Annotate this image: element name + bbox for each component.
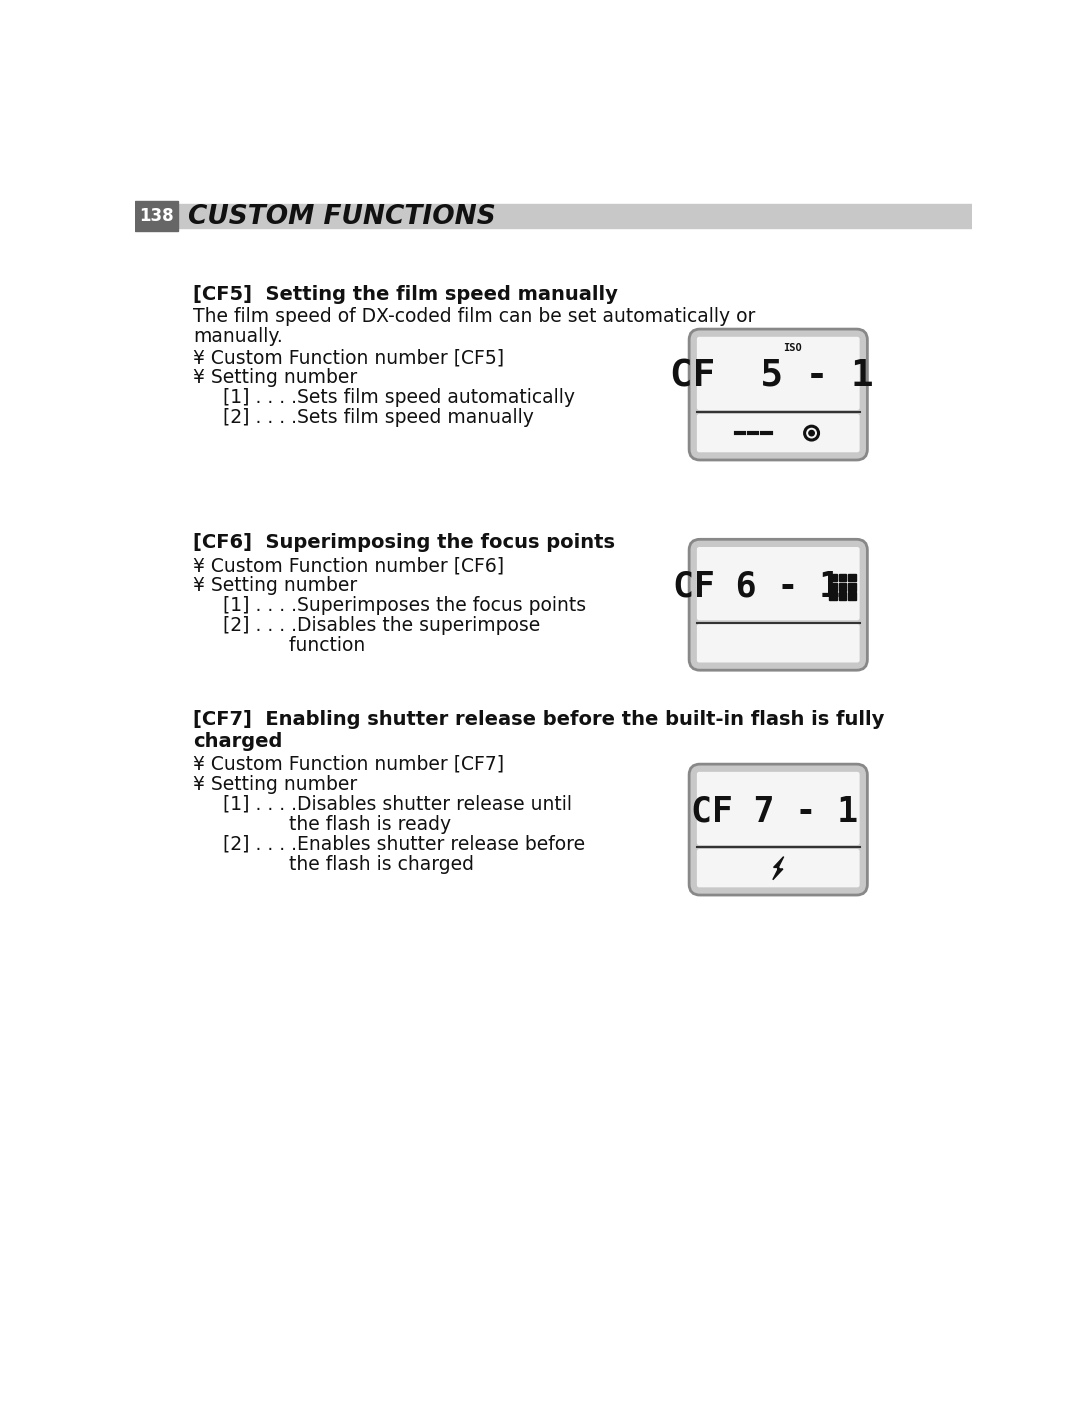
Text: 138: 138: [139, 207, 174, 225]
Text: [1] . . . .Sets film speed automatically: [1] . . . .Sets film speed automatically: [193, 388, 576, 407]
Bar: [829, 592, 837, 599]
Text: charged: charged: [193, 732, 283, 751]
Bar: [829, 574, 837, 581]
Text: ¥ Custom Function number [CF5]: ¥ Custom Function number [CF5]: [193, 348, 504, 367]
FancyBboxPatch shape: [697, 337, 860, 410]
Text: [CF6]  Superimposing the focus points: [CF6] Superimposing the focus points: [193, 534, 616, 552]
FancyBboxPatch shape: [689, 763, 867, 895]
Text: CF 6 - 1: CF 6 - 1: [673, 569, 840, 604]
Text: [CF7]  Enabling shutter release before the built-in flash is fully: [CF7] Enabling shutter release before th…: [193, 711, 885, 729]
Text: manually.: manually.: [193, 327, 283, 345]
Text: [1] . . . .Superimposes the focus points: [1] . . . .Superimposes the focus points: [193, 596, 586, 615]
Text: ¥ Custom Function number [CF7]: ¥ Custom Function number [CF7]: [193, 755, 504, 773]
FancyBboxPatch shape: [689, 330, 867, 459]
Text: [2] . . . .Disables the superimpose: [2] . . . .Disables the superimpose: [193, 616, 540, 635]
Text: ¥ Custom Function number [CF6]: ¥ Custom Function number [CF6]: [193, 557, 504, 575]
Text: [1] . . . .Disables shutter release until: [1] . . . .Disables shutter release unti…: [193, 795, 572, 813]
Circle shape: [809, 431, 814, 435]
Text: The film speed of DX-coded film can be set automatically or: The film speed of DX-coded film can be s…: [193, 307, 756, 325]
Polygon shape: [773, 856, 784, 879]
Bar: [848, 574, 855, 581]
Text: CUSTOM FUNCTIONS: CUSTOM FUNCTIONS: [189, 204, 496, 230]
Bar: [135, 201, 178, 231]
Text: CF  5 - 1: CF 5 - 1: [671, 358, 874, 394]
FancyBboxPatch shape: [689, 539, 867, 671]
Text: ISO: ISO: [783, 342, 801, 352]
FancyBboxPatch shape: [697, 624, 860, 662]
Bar: [839, 592, 847, 599]
Text: the flash is ready: the flash is ready: [193, 815, 451, 833]
Text: CF 7 - 1: CF 7 - 1: [691, 795, 858, 829]
Text: ¥ Setting number: ¥ Setting number: [193, 368, 357, 387]
Bar: [829, 582, 837, 591]
Bar: [839, 582, 847, 591]
FancyBboxPatch shape: [697, 772, 860, 845]
Bar: [848, 592, 855, 599]
FancyBboxPatch shape: [697, 414, 860, 452]
Bar: [839, 574, 847, 581]
Text: [2] . . . .Sets film speed manually: [2] . . . .Sets film speed manually: [193, 408, 534, 428]
Text: [2] . . . .Enables shutter release before: [2] . . . .Enables shutter release befor…: [193, 835, 585, 853]
FancyBboxPatch shape: [697, 547, 860, 621]
Text: the flash is charged: the flash is charged: [193, 855, 474, 873]
FancyBboxPatch shape: [697, 849, 860, 888]
Bar: [179, 204, 972, 228]
Text: ¥ Setting number: ¥ Setting number: [193, 577, 357, 595]
Text: ¥ Setting number: ¥ Setting number: [193, 775, 357, 793]
Text: function: function: [193, 636, 365, 655]
Text: [CF5]  Setting the film speed manually: [CF5] Setting the film speed manually: [193, 285, 618, 304]
Bar: [848, 582, 855, 591]
